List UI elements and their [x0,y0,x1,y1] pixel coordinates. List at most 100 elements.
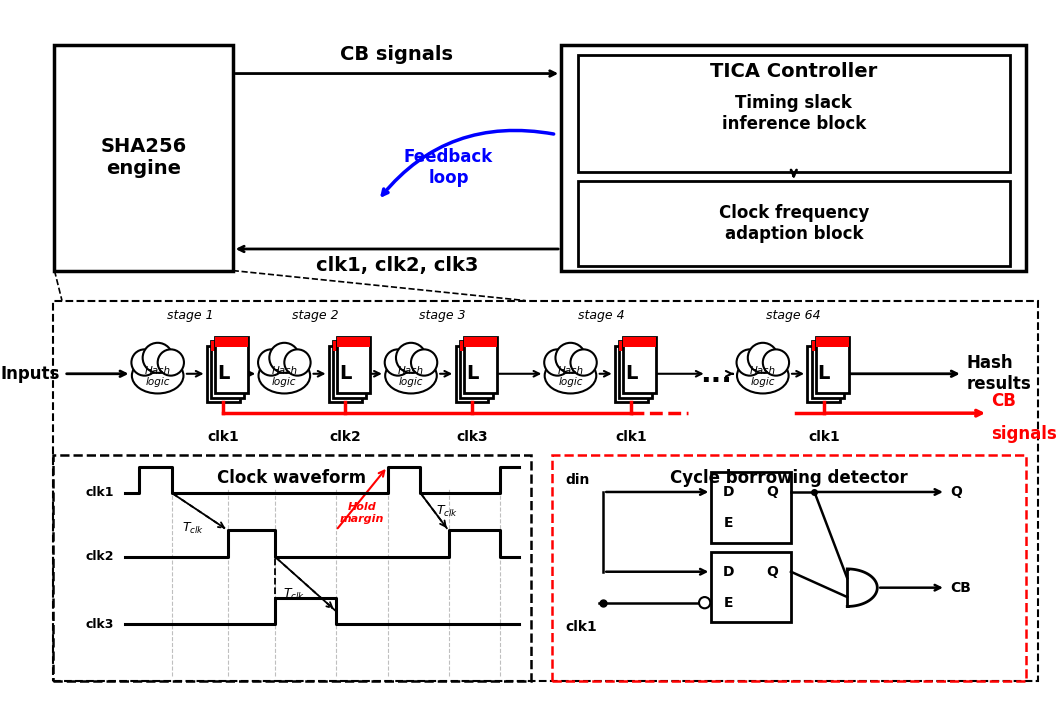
Bar [337,337,370,393]
Bar [333,342,366,398]
Bar [215,337,248,393]
Circle shape [259,349,284,376]
Text: L: L [466,364,478,383]
Text: D: D [722,564,734,579]
Text: E: E [724,516,733,530]
Circle shape [763,349,789,376]
Bar [464,337,497,393]
Text: Cycle borrowing detector: Cycle borrowing detector [669,469,908,488]
Bar [711,472,791,542]
Bar [578,182,1010,266]
Bar [624,337,656,346]
Bar [619,342,652,398]
Text: clk1: clk1 [85,486,114,499]
Text: D: D [722,485,734,499]
Text: Q: Q [766,485,778,499]
Bar [561,45,1026,271]
Text: clk2: clk2 [330,430,361,444]
Text: signals: signals [991,425,1057,443]
Text: CB signals: CB signals [340,45,453,64]
Circle shape [157,349,184,376]
Text: ...: ... [700,360,732,388]
Bar [624,337,656,393]
Text: CB: CB [991,393,1016,410]
Text: Hash
logic: Hash logic [750,366,776,388]
Text: CB: CB [950,581,971,595]
Text: Feedback
loop: Feedback loop [404,148,493,187]
Ellipse shape [132,358,183,393]
Text: L: L [339,364,351,383]
Ellipse shape [737,358,788,393]
Bar [337,337,370,346]
Text: clk1: clk1 [808,430,839,444]
Bar [460,342,493,351]
Circle shape [385,349,411,376]
Text: stage 64: stage 64 [766,309,821,322]
Text: $T_{clk}$: $T_{clk}$ [283,586,304,602]
Circle shape [544,349,570,376]
Text: clk1, clk2, clk3: clk1, clk2, clk3 [316,256,478,275]
Text: clk1: clk1 [207,430,239,444]
Bar [333,342,366,351]
Text: L: L [626,364,637,383]
Text: Timing slack
inference block: Timing slack inference block [721,94,866,133]
Text: clk1: clk1 [616,430,647,444]
Bar [206,346,239,402]
Text: SHA256
engine: SHA256 engine [100,138,186,178]
Bar [552,455,1026,681]
Text: Clock frequency
adaption block: Clock frequency adaption block [718,204,869,243]
Text: Hash
logic: Hash logic [271,366,298,388]
Circle shape [736,349,763,376]
Text: Hash
results: Hash results [966,354,1031,393]
Circle shape [748,343,778,373]
Bar [711,552,791,623]
Bar [578,55,1010,172]
Text: clk1: clk1 [566,620,598,633]
Circle shape [131,349,157,376]
Text: clk2: clk2 [85,550,114,563]
Bar [464,337,497,346]
Text: stage 4: stage 4 [578,309,625,322]
Text: $T_{clk}$: $T_{clk}$ [435,504,458,519]
Text: TICA Controller: TICA Controller [710,62,877,81]
Text: stage 3: stage 3 [418,309,465,322]
Bar [215,337,248,346]
Bar [619,342,652,351]
Text: Hash
logic: Hash logic [558,366,583,388]
Bar [615,346,648,402]
Ellipse shape [545,358,596,393]
Bar [211,342,244,351]
Text: Hash
logic: Hash logic [398,366,425,388]
Text: clk3: clk3 [85,618,114,630]
Circle shape [396,343,426,373]
Bar [455,346,488,402]
Text: stage 2: stage 2 [292,309,338,322]
Circle shape [269,343,299,373]
Bar [812,342,845,351]
Text: L: L [217,364,230,383]
Text: Inputs: Inputs [1,365,60,383]
Bar [329,346,362,402]
Bar [808,346,841,402]
Circle shape [570,349,597,376]
Text: Clock waveform: Clock waveform [217,469,366,488]
Circle shape [555,343,585,373]
Text: clk3: clk3 [456,430,487,444]
Text: L: L [817,364,830,383]
Circle shape [284,349,311,376]
Bar [460,342,493,398]
Bar [816,337,849,393]
Text: Q: Q [950,485,962,499]
Ellipse shape [385,358,437,393]
Bar [211,342,244,398]
Text: din: din [566,474,591,487]
Text: Hash
logic: Hash logic [145,366,170,388]
Text: Hold
margin: Hold margin [340,502,384,524]
Text: E: E [724,596,733,610]
Circle shape [143,343,172,373]
Text: $T_{clk}$: $T_{clk}$ [182,521,204,536]
Text: Q: Q [766,564,778,579]
Text: stage 1: stage 1 [167,309,214,322]
Bar [52,300,1037,681]
Bar [52,455,531,681]
